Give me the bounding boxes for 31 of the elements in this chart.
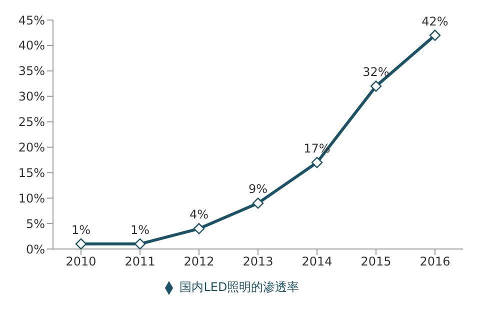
point <box>75 238 87 249</box>
point <box>370 80 382 92</box>
x-tick-label: 2012 <box>184 254 214 269</box>
x-tick-label: 2015 <box>360 254 392 269</box>
data-label: 42% <box>422 14 448 28</box>
y-tick-label: 30% <box>18 90 45 104</box>
y-tick-label: 45% <box>18 13 45 28</box>
point <box>134 238 146 249</box>
y-tick-label: 0% <box>26 242 45 256</box>
data-label: 1% <box>71 222 91 237</box>
y-tick-label: 35% <box>18 64 45 78</box>
data-label: 1% <box>130 222 150 237</box>
point <box>311 156 323 168</box>
x-tick-label: 2016 <box>420 254 450 269</box>
y-tick-label: 5% <box>26 216 45 231</box>
x-tick-label: 2013 <box>242 254 274 269</box>
point <box>252 198 264 209</box>
data-label: 9% <box>248 182 268 196</box>
y-tick-label: 25% <box>18 115 45 130</box>
x-tick-label: 2011 <box>124 254 156 269</box>
legend-label: 国内LED照明的渗透率 <box>180 280 300 294</box>
x-tick-label: 2010 <box>66 254 96 269</box>
data-label: 32% <box>362 65 390 80</box>
y-tick-label: 15% <box>18 166 45 180</box>
y-tick-label: 40% <box>18 38 45 53</box>
y-tick-label: 10% <box>18 191 45 206</box>
data-label: 4% <box>189 208 209 222</box>
point <box>429 30 441 41</box>
y-tick-label: 20% <box>18 140 45 154</box>
point <box>193 223 205 234</box>
x-tick-label: 2014 <box>302 254 332 269</box>
